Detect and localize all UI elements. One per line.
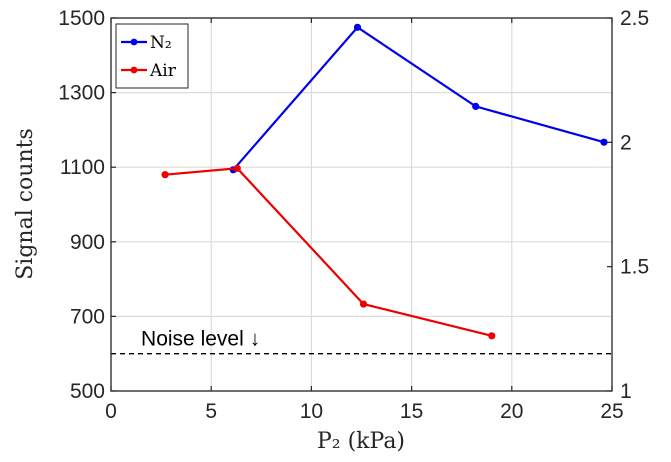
series-line bbox=[232, 25, 605, 171]
series-line bbox=[165, 167, 493, 337]
series-point bbox=[359, 300, 368, 308]
legend-swatch-marker bbox=[130, 38, 138, 46]
legend-box bbox=[115, 23, 189, 89]
plot-frame bbox=[110, 17, 613, 392]
x-tick-label: 15 bbox=[400, 400, 423, 423]
y-tick-label: 1100 bbox=[60, 156, 105, 179]
x-tick-label: 0 bbox=[105, 400, 117, 423]
series-point bbox=[488, 332, 496, 340]
y2-tick-label: 1.5 bbox=[620, 256, 649, 279]
series-point bbox=[161, 171, 169, 179]
series-point bbox=[472, 102, 480, 111]
legend: N₂ Air bbox=[115, 23, 189, 89]
series-layer bbox=[161, 23, 608, 340]
series-point bbox=[353, 23, 362, 31]
plot-background bbox=[111, 18, 612, 391]
y2-tick-label: 1 bbox=[620, 380, 632, 403]
x-tick-label: 25 bbox=[600, 400, 623, 423]
y-axis-label: Signal counts bbox=[13, 128, 38, 280]
y-tick-label: 900 bbox=[70, 231, 105, 254]
x-axis-label: P₂ (kPa) bbox=[317, 429, 405, 454]
ticks: 0 5 10 15 20 25 500 700 900 1100 1300 1500 1 1.5 2 2.5 bbox=[58, 7, 649, 423]
legend-label: N₂ bbox=[150, 33, 172, 53]
x-tick-label: 20 bbox=[500, 400, 523, 423]
y2-tick-label: 2.5 bbox=[620, 7, 649, 30]
y-tick-label: 1500 bbox=[58, 7, 105, 30]
noise-level-label: Noise level ↓ bbox=[141, 327, 260, 350]
series-point bbox=[600, 138, 608, 146]
x-tick-label: 5 bbox=[205, 400, 217, 423]
series-point bbox=[233, 164, 241, 172]
y-tick-label: 500 bbox=[70, 380, 105, 403]
legend-label: Air bbox=[149, 61, 177, 81]
y2-tick-label: 2 bbox=[620, 131, 632, 154]
x-tick-label: 10 bbox=[300, 400, 323, 423]
y-tick-label: 700 bbox=[70, 305, 105, 328]
legend-swatch-marker bbox=[130, 66, 138, 74]
annotations: Noise level ↓ bbox=[141, 327, 260, 350]
y-tick-label: 1300 bbox=[58, 82, 105, 105]
series-1 bbox=[161, 164, 496, 340]
